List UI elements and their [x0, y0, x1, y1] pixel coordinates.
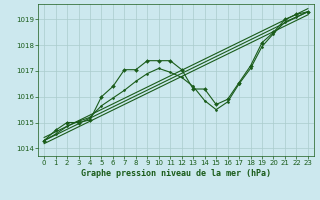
X-axis label: Graphe pression niveau de la mer (hPa): Graphe pression niveau de la mer (hPa): [81, 169, 271, 178]
